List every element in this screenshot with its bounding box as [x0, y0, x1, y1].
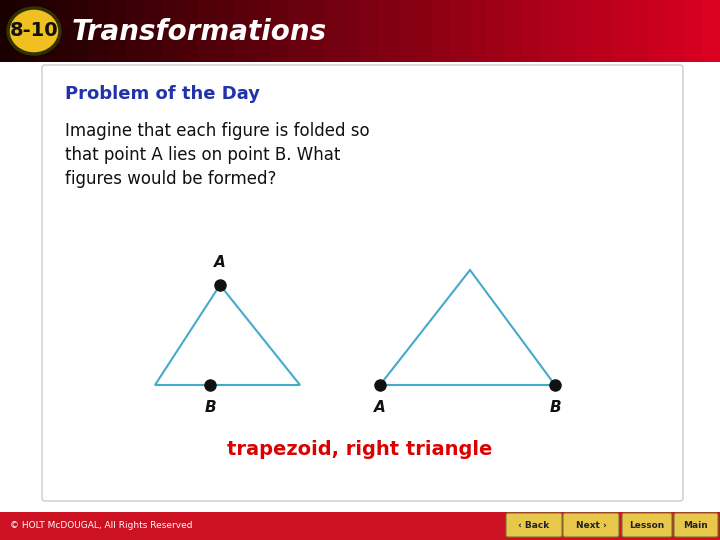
Bar: [180, 0, 199, 62]
Bar: [648, 0, 667, 62]
Text: B: B: [204, 400, 216, 415]
Bar: [432, 0, 451, 62]
Bar: [684, 0, 703, 62]
Bar: [666, 0, 685, 62]
Bar: [306, 0, 325, 62]
Bar: [594, 0, 613, 62]
Text: A: A: [214, 255, 226, 270]
Text: © HOLT McDOUGAL, All Rights Reserved: © HOLT McDOUGAL, All Rights Reserved: [10, 522, 192, 530]
Bar: [414, 0, 433, 62]
Bar: [18, 0, 37, 62]
Bar: [234, 0, 253, 62]
Text: Transformations: Transformations: [72, 18, 327, 46]
Text: that point A lies on point B. What: that point A lies on point B. What: [65, 146, 341, 164]
Text: Problem of the Day: Problem of the Day: [65, 85, 260, 103]
Bar: [54, 0, 73, 62]
Bar: [576, 0, 595, 62]
Bar: [72, 0, 91, 62]
Bar: [144, 0, 163, 62]
Bar: [36, 0, 55, 62]
Ellipse shape: [8, 8, 60, 54]
Bar: [324, 0, 343, 62]
FancyBboxPatch shape: [674, 513, 718, 537]
Bar: [396, 0, 415, 62]
Bar: [702, 0, 720, 62]
Bar: [288, 0, 307, 62]
FancyBboxPatch shape: [506, 513, 562, 537]
FancyBboxPatch shape: [563, 513, 619, 537]
Text: B: B: [549, 400, 561, 415]
Text: Next ›: Next ›: [575, 521, 606, 530]
Bar: [342, 0, 361, 62]
Bar: [468, 0, 487, 62]
Bar: [450, 0, 469, 62]
Bar: [612, 0, 631, 62]
Text: Lesson: Lesson: [629, 521, 665, 530]
Bar: [162, 0, 181, 62]
Bar: [486, 0, 505, 62]
Bar: [630, 0, 649, 62]
Bar: [504, 0, 523, 62]
Bar: [126, 0, 145, 62]
Bar: [540, 0, 559, 62]
Bar: [216, 0, 235, 62]
Bar: [270, 0, 289, 62]
Bar: [360, 0, 379, 62]
FancyBboxPatch shape: [622, 513, 672, 537]
Bar: [558, 0, 577, 62]
Bar: [522, 0, 541, 62]
Bar: [378, 0, 397, 62]
Text: Main: Main: [683, 521, 708, 530]
Bar: [252, 0, 271, 62]
Text: ‹ Back: ‹ Back: [518, 521, 549, 530]
FancyBboxPatch shape: [42, 65, 683, 501]
Bar: [0, 0, 19, 62]
Bar: [90, 0, 109, 62]
Text: Imagine that each figure is folded so: Imagine that each figure is folded so: [65, 122, 369, 140]
Bar: [108, 0, 127, 62]
Text: A: A: [374, 400, 386, 415]
Bar: [0, 512, 720, 540]
Text: trapezoid, right triangle: trapezoid, right triangle: [228, 440, 492, 459]
Text: figures would be formed?: figures would be formed?: [65, 170, 276, 188]
Text: 8-10: 8-10: [9, 22, 58, 40]
Bar: [198, 0, 217, 62]
